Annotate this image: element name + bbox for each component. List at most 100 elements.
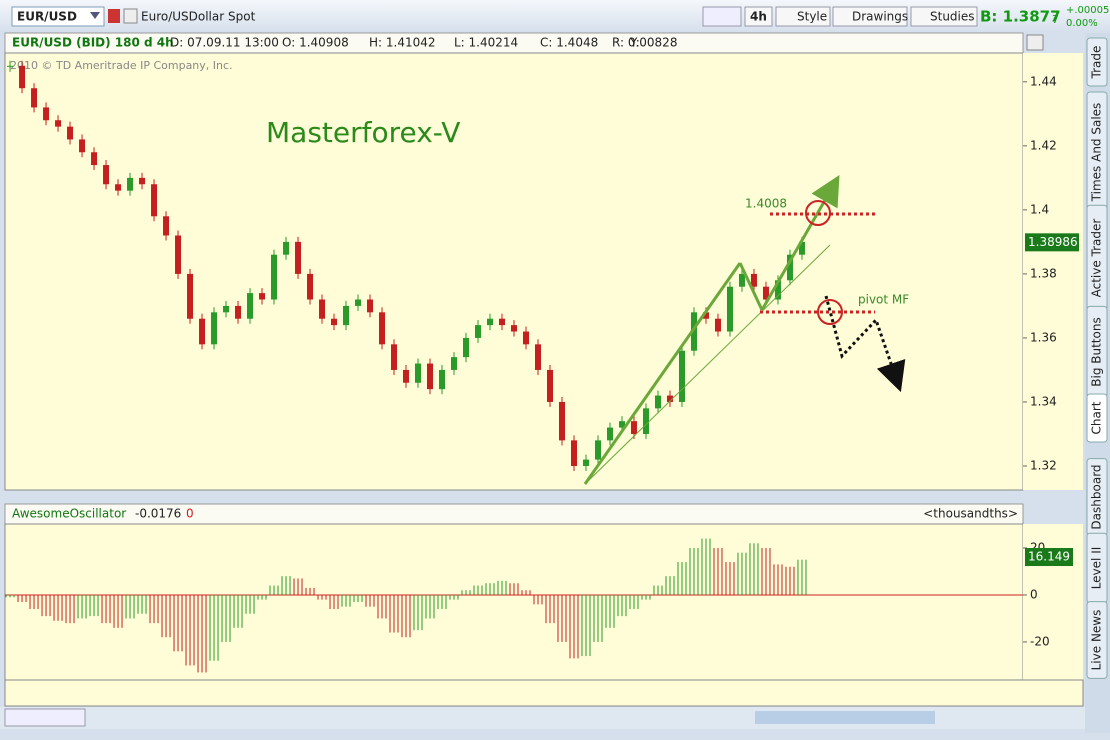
candle-body	[151, 184, 158, 217]
zoom-tools[interactable]	[4, 708, 86, 727]
candle-body	[223, 305, 230, 313]
trend-line	[583, 262, 742, 485]
candle-body	[103, 165, 110, 185]
candle-body	[487, 318, 494, 326]
interval-button[interactable]	[744, 6, 773, 27]
candle-body	[534, 344, 541, 370]
side-tab-label: Level II	[1090, 547, 1104, 590]
candle-body	[546, 369, 553, 402]
dropdown-icon[interactable]	[90, 12, 100, 19]
price-tag-label: 1.38986	[1028, 235, 1078, 249]
candle-body	[43, 107, 50, 121]
trend-line	[738, 262, 764, 311]
bid-tick: 7	[1052, 13, 1059, 26]
scenario-arrow	[824, 295, 906, 393]
side-tab[interactable]	[1086, 601, 1108, 679]
button-label: Style	[797, 10, 827, 24]
side-tab-label: Active Trader	[1090, 219, 1104, 298]
info-field: L: 1.40214	[454, 36, 518, 50]
interval: 4h	[750, 10, 767, 24]
bid: B: 1.3877	[980, 8, 1061, 26]
candle-body	[415, 363, 422, 383]
candle-body	[19, 65, 26, 89]
candle-body	[618, 421, 625, 428]
instrument: EUR/USD (BID) 180 d 4h	[12, 36, 174, 50]
candle-body	[499, 318, 506, 326]
style-button[interactable]	[775, 6, 831, 27]
side-tab-label: Times And Sales	[1090, 103, 1104, 203]
candle-body	[511, 325, 517, 332]
hash-icon[interactable]	[123, 8, 138, 24]
candle-body	[55, 120, 62, 127]
studies-button[interactable]	[910, 6, 978, 27]
candle-body	[750, 273, 757, 287]
candle-body	[199, 318, 206, 345]
candle-body	[570, 440, 577, 466]
y-tick-label: 1.34	[1030, 394, 1057, 408]
y-tick-label: 1.32	[1030, 458, 1057, 472]
candle-body	[403, 369, 410, 383]
candle-body	[690, 312, 697, 351]
candle-body	[271, 254, 278, 300]
value-tag-label: 16.149	[1028, 550, 1070, 564]
candle-body	[558, 401, 565, 441]
candle-body	[115, 184, 122, 191]
link-icon[interactable]	[108, 9, 120, 23]
pivot-circle	[817, 299, 843, 325]
candle-body	[738, 273, 745, 287]
side-tab[interactable]	[1086, 393, 1108, 443]
candle-body	[702, 312, 709, 319]
change: +.00005	[1066, 5, 1109, 16]
candle-body	[67, 126, 74, 140]
oscillator-value: -0.0176	[135, 507, 181, 521]
candle-body	[678, 350, 685, 402]
oscillator-aux: 0	[186, 507, 194, 521]
info-field: D: 07.09.11 13:00	[170, 36, 279, 50]
candle-body	[798, 241, 805, 255]
candle-body	[367, 299, 374, 313]
candle-body	[762, 286, 769, 300]
candle-body	[475, 325, 482, 338]
description: Euro/USDollar Spot	[141, 10, 256, 24]
y-tick-label: 1.36	[1030, 330, 1057, 344]
info-field: Y:	[629, 36, 640, 50]
settings-icon[interactable]	[1026, 34, 1044, 51]
button-label: Studies	[930, 10, 975, 24]
side-tab-label: Chart	[1090, 401, 1104, 434]
candle-body	[427, 363, 434, 390]
info-field: H: 1.41042	[369, 36, 436, 50]
scroll-thumb[interactable]	[755, 711, 935, 724]
info-field: O: 1.40908	[282, 36, 349, 50]
side-tab[interactable]	[1086, 37, 1108, 87]
price-tag	[1025, 233, 1079, 252]
candle-body	[391, 344, 398, 370]
candle-body	[175, 235, 182, 274]
tool-icons[interactable]	[702, 6, 742, 27]
candle-body	[79, 139, 86, 153]
symbol: EUR/USD	[17, 10, 77, 24]
candle-body	[379, 312, 386, 345]
candle-body	[235, 305, 242, 319]
symbol-box[interactable]	[11, 6, 105, 27]
annotation: pivot MF	[858, 293, 909, 307]
candle-body	[582, 459, 589, 466]
candle-body	[7, 65, 14, 67]
side-tab-label: Trade	[1090, 46, 1104, 80]
candle-body	[211, 312, 218, 345]
candle-body	[642, 408, 649, 434]
side-tab-label: Live News	[1090, 610, 1104, 671]
candle-body	[606, 427, 613, 441]
y-tick-label: 1.4	[1030, 202, 1049, 216]
candle-body	[259, 293, 266, 300]
y-tick-label: -20	[1030, 634, 1050, 648]
y-tick-label: 1.38	[1030, 266, 1057, 280]
candle-body	[295, 241, 302, 274]
drawings-button[interactable]	[832, 6, 908, 27]
candle-body	[247, 293, 254, 319]
y-tick-label: 0	[1030, 587, 1038, 601]
y-tick-label: 1.44	[1030, 74, 1057, 88]
oscillator-name: AwesomeOscillator	[12, 507, 126, 521]
candle-body	[31, 88, 38, 108]
candle-body	[163, 216, 170, 236]
